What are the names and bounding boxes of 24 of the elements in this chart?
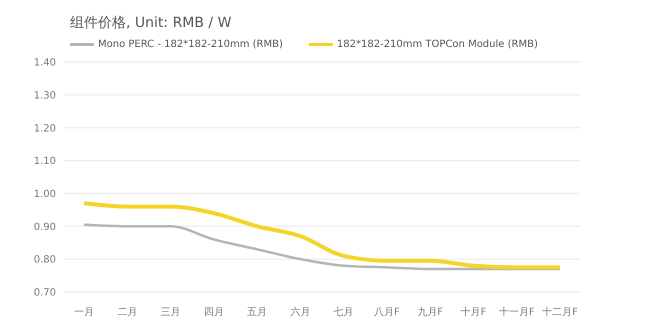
chart-title: 组件价格, Unit: RMB / W	[69, 14, 232, 33]
x-tick-label: 九月F	[417, 306, 444, 318]
y-tick-label: 0.80	[34, 254, 56, 266]
y-tick-label: 0.90	[34, 222, 56, 233]
y-tick-label: 1.00	[34, 188, 56, 200]
x-tick-label: 二月	[117, 307, 138, 318]
x-tick-label: 六月	[290, 306, 310, 318]
legend-label: 182*182-210mm TOPCon Module (RMB)	[336, 38, 538, 50]
x-tick-label: 一月	[74, 307, 94, 318]
x-tick-label: 十二月F	[542, 306, 578, 318]
y-tick-label: 1.40	[34, 58, 56, 69]
x-tick-label: 四月	[204, 307, 224, 318]
y-tick-label: 0.70	[34, 288, 56, 299]
y-tick-label: 1.30	[34, 90, 56, 102]
x-tick-label: 八月F	[374, 307, 400, 318]
y-tick-label: 1.20	[34, 123, 56, 134]
x-tick-label: 三月	[160, 307, 181, 318]
y-tick-label: 1.10	[34, 156, 56, 168]
x-tick-label: 七月	[334, 306, 354, 318]
x-tick-label: 十月F	[460, 306, 487, 318]
x-tick-label: 十一月F	[498, 306, 535, 318]
line-series	[82, 201, 562, 270]
legend-label: Mono PERC - 182*182-210mm (RMB)	[98, 38, 283, 50]
x-tick-label: 五月	[247, 307, 268, 318]
